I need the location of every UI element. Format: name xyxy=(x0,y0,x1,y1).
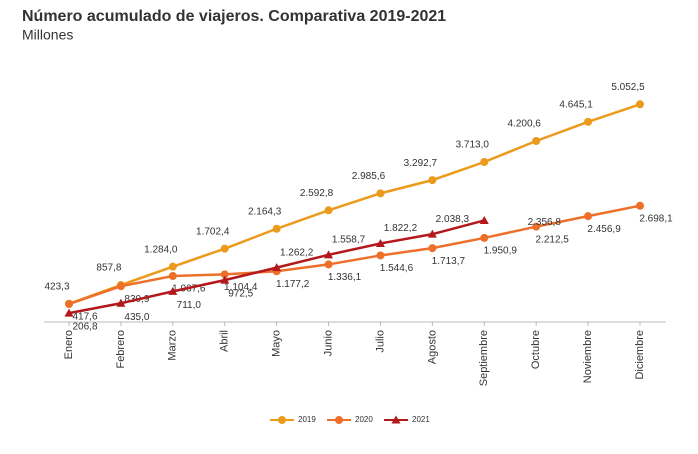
x-tick-label: Mayo xyxy=(271,330,283,357)
x-tick-label: Enero xyxy=(63,330,75,359)
marker xyxy=(220,275,230,284)
chart-title: Número acumulado de viajeros. Comparativ… xyxy=(22,8,446,25)
marker xyxy=(278,416,286,424)
marker xyxy=(220,270,229,279)
value-label: 1.713,7 xyxy=(432,256,466,267)
marker xyxy=(220,244,229,253)
marker xyxy=(391,415,401,424)
marker xyxy=(427,229,437,238)
marker xyxy=(480,233,489,242)
legend-label: 2021 xyxy=(412,415,430,424)
value-label: 972,5 xyxy=(228,289,253,300)
value-label: 2.356,8 xyxy=(528,217,562,228)
legend-label: 2019 xyxy=(298,415,316,424)
marker xyxy=(116,298,126,307)
x-tick-label: Septiembre xyxy=(478,330,490,386)
value-label: 2.212,5 xyxy=(535,234,569,245)
x-tick-label: Abril xyxy=(219,330,231,352)
marker xyxy=(636,201,644,210)
x-tick-label: Julio xyxy=(374,330,386,353)
marker xyxy=(584,212,593,221)
value-label: 206,8 xyxy=(72,322,97,333)
x-tick-label: Octubre xyxy=(530,330,542,369)
marker xyxy=(636,100,644,109)
value-label: 2.592,8 xyxy=(300,188,334,199)
x-tick-label: Marzo xyxy=(167,330,179,361)
value-label: 1.177,2 xyxy=(276,279,310,290)
value-label: 4.645,1 xyxy=(559,99,593,110)
marker xyxy=(116,282,125,291)
value-label: 2.985,6 xyxy=(352,171,386,182)
marker xyxy=(168,262,177,271)
marker xyxy=(64,308,74,317)
value-label: 1.284,0 xyxy=(144,244,178,255)
value-label: 1.558,7 xyxy=(332,234,366,245)
marker xyxy=(479,215,489,224)
value-label: 857,8 xyxy=(96,263,121,274)
chart-subtitle: Millones xyxy=(22,27,73,43)
value-label: 2.456,9 xyxy=(587,224,621,235)
value-label: 2.038,3 xyxy=(436,214,470,225)
marker xyxy=(324,206,333,215)
value-label: 3.713,0 xyxy=(456,140,490,151)
value-label: 1.544,6 xyxy=(380,263,414,274)
x-tick-label: Agosto xyxy=(426,330,438,364)
marker xyxy=(324,250,334,259)
line xyxy=(68,204,641,306)
value-label: 1.104,4 xyxy=(224,282,258,293)
marker xyxy=(532,136,541,145)
value-label: 1.950,9 xyxy=(484,246,518,257)
x-tick-label: Junio xyxy=(322,330,334,356)
line xyxy=(68,103,641,305)
value-label: 711,0 xyxy=(177,300,202,311)
marker xyxy=(428,244,437,253)
marker xyxy=(375,238,385,247)
value-label: 2.164,3 xyxy=(248,206,282,217)
value-label: 1.702,4 xyxy=(196,226,230,237)
x-tick-label: Febrero xyxy=(115,330,127,369)
marker xyxy=(168,271,177,280)
marker xyxy=(428,176,437,185)
marker xyxy=(272,263,282,272)
value-label: 417,6 xyxy=(72,312,97,323)
marker xyxy=(324,260,333,269)
marker xyxy=(168,286,178,295)
x-tick-label: Diciembre xyxy=(634,330,646,380)
marker xyxy=(376,189,385,198)
marker xyxy=(480,158,489,167)
value-label: 423,3 xyxy=(44,281,69,292)
value-label: 1.262,2 xyxy=(280,247,314,258)
value-label: 435,0 xyxy=(124,312,149,323)
value-label: 1.822,2 xyxy=(384,223,418,234)
marker xyxy=(272,224,281,233)
value-label: 5.052,5 xyxy=(611,82,645,93)
value-label: 2.698,1 xyxy=(639,213,673,224)
value-label: 4.200,6 xyxy=(507,119,541,130)
marker xyxy=(584,117,593,126)
value-label: 1.336,1 xyxy=(328,272,362,283)
x-tick-label: Noviembre xyxy=(582,330,594,383)
marker xyxy=(65,300,73,309)
legend-label: 2020 xyxy=(355,415,373,424)
marker xyxy=(532,222,541,231)
marker xyxy=(335,416,343,424)
value-label: 1.067,6 xyxy=(172,284,206,295)
marker xyxy=(376,251,385,260)
value-label: 3.292,7 xyxy=(404,158,438,169)
